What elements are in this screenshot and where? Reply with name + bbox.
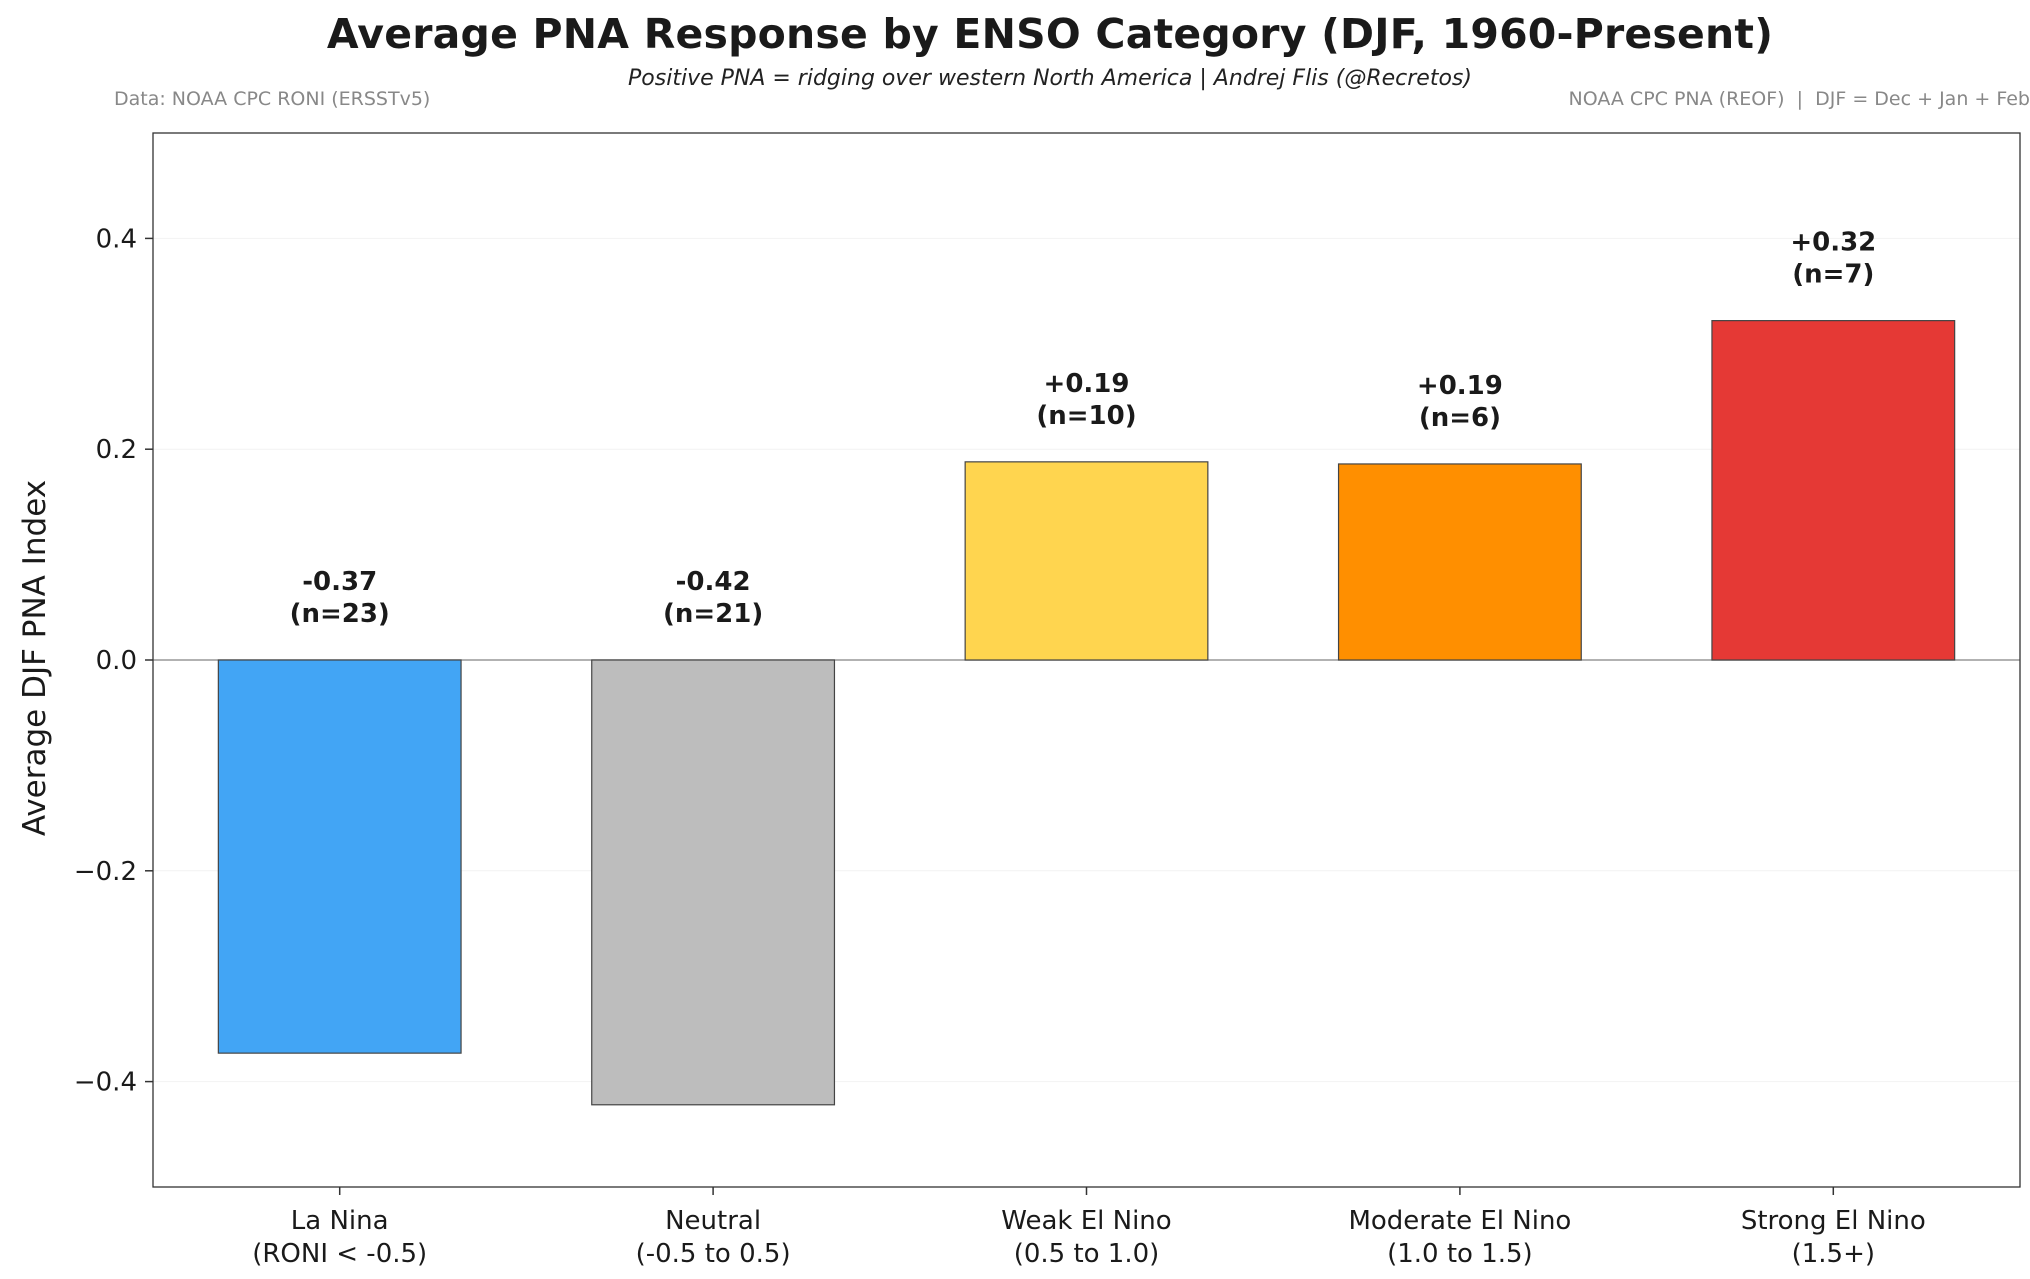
- x-tick-sublabel: (RONI < -0.5): [252, 1239, 427, 1269]
- x-tick-sublabel: (1.5+): [1792, 1239, 1875, 1269]
- bar: [964, 461, 1209, 661]
- x-tick-sublabel: (-0.5 to 0.5): [636, 1239, 791, 1269]
- data-label-count: (n=21): [663, 599, 763, 629]
- x-tick-label: Weak El Nino: [1001, 1206, 1171, 1236]
- x-tick-sublabel: (0.5 to 1.0): [1014, 1239, 1160, 1269]
- bar: [1337, 463, 1582, 661]
- data-label-count: (n=23): [290, 599, 390, 629]
- data-label-count: (n=6): [1419, 403, 1501, 433]
- x-tick-sublabel: (1.0 to 1.5): [1387, 1239, 1533, 1269]
- data-label-count: (n=10): [1036, 401, 1136, 431]
- y-tick-label: 0.4: [96, 224, 137, 254]
- y-tick-label: −0.2: [74, 857, 137, 887]
- source-note-left: Data: NOAA CPC RONI (ERSSTv5): [114, 88, 431, 110]
- data-label-value: +0.19: [1417, 371, 1503, 401]
- data-label-count: (n=7): [1792, 260, 1874, 290]
- bar: [1711, 320, 1956, 661]
- y-axis-label: Average DJF PNA Index: [17, 480, 53, 836]
- data-label-value: +0.19: [1044, 369, 1130, 399]
- data-label-value: -0.37: [302, 567, 377, 597]
- y-tick-label: 0.2: [96, 435, 137, 465]
- y-tick-label: 0.0: [96, 646, 137, 676]
- x-tick-label: Neutral: [665, 1206, 761, 1236]
- bar: [591, 659, 836, 1106]
- source-note-right: NOAA CPC PNA (REOF) | DJF = Dec + Jan + …: [1568, 88, 2030, 110]
- plot-frame: [152, 132, 2021, 1188]
- chart-subtitle: Positive PNA = ridging over western Nort…: [628, 66, 1472, 91]
- data-label-value: +0.32: [1790, 228, 1876, 258]
- x-tick-label: Strong El Nino: [1741, 1206, 1926, 1236]
- bar: [217, 659, 462, 1054]
- x-tick-label: La Nina: [291, 1206, 389, 1236]
- data-label-value: -0.42: [676, 567, 751, 597]
- chart-title: Average PNA Response by ENSO Category (D…: [326, 10, 1774, 58]
- x-tick-label: Moderate El Nino: [1348, 1206, 1571, 1236]
- y-tick-label: −0.4: [74, 1068, 137, 1098]
